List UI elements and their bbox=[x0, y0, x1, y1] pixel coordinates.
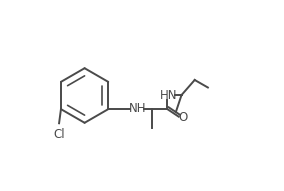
Text: O: O bbox=[178, 111, 187, 124]
Text: NH: NH bbox=[129, 102, 146, 115]
Text: HN: HN bbox=[160, 89, 177, 102]
Text: Cl: Cl bbox=[53, 128, 65, 141]
